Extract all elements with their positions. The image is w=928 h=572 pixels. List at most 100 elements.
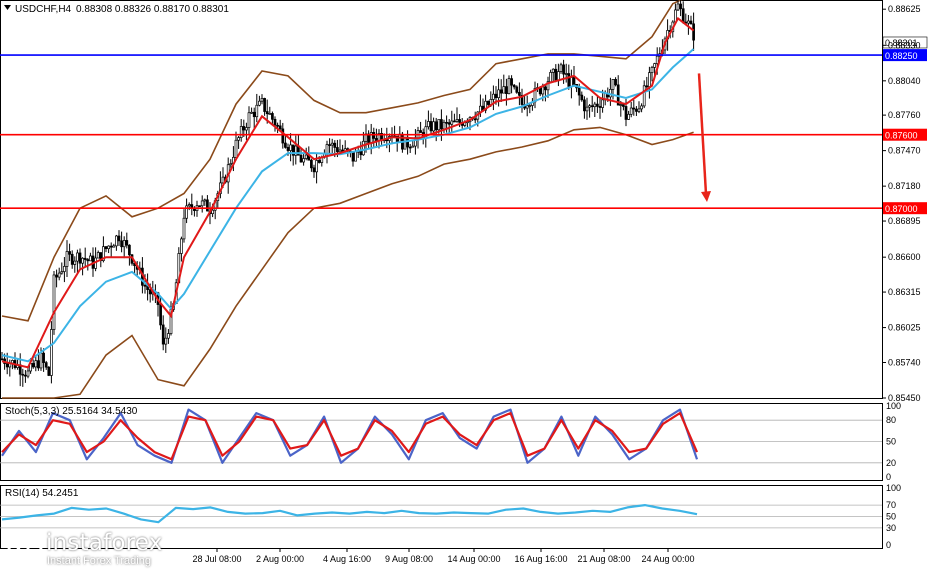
candle-body [96, 252, 100, 259]
price-tick-label: 0.88625 [888, 4, 921, 14]
candle-body [31, 363, 35, 368]
price-panel[interactable] [0, 0, 882, 399]
candle-body [128, 244, 131, 256]
ma-fast-line [1, 16, 695, 369]
candle-body [302, 158, 305, 163]
candle-body [164, 337, 168, 345]
candle-body [336, 147, 339, 153]
level-label-2: 0.87000 [885, 204, 918, 214]
candle-body [637, 108, 641, 112]
candle-body [325, 144, 329, 154]
time-tick-label: 28 Jul 08:00 [192, 554, 241, 564]
candle-body [458, 119, 461, 123]
candle-body [206, 199, 209, 212]
panel-frame-0 [0, 0, 883, 399]
candle-body [564, 73, 568, 75]
candle-body [442, 121, 446, 130]
candle-body [650, 67, 654, 74]
time-tick-label: 24 Aug 00:00 [641, 554, 694, 564]
candle-body [78, 252, 82, 264]
candle-body [512, 84, 516, 88]
candle-body [554, 68, 558, 82]
candle-body [200, 200, 204, 207]
candle-body [159, 304, 162, 326]
candle-body [577, 87, 581, 96]
candle-body [507, 78, 511, 94]
candle-body [310, 159, 313, 169]
candle-body [187, 204, 191, 207]
current-price-tag [882, 36, 928, 49]
candle-body [614, 79, 617, 86]
candle-body [590, 105, 594, 108]
candle-body [629, 107, 633, 115]
stochastic-panel[interactable] [0, 408, 882, 464]
candle-body [125, 240, 129, 246]
candle-body [52, 274, 56, 330]
candle-body [676, 3, 680, 11]
candle-body [263, 98, 266, 112]
candle-body [473, 118, 477, 121]
candle-body [276, 124, 279, 127]
osc-tick-label: 80 [886, 415, 896, 425]
candle-body [622, 104, 625, 107]
candle-body [115, 235, 118, 247]
candle-body [109, 245, 113, 248]
current-price-label: 0.88301 [885, 38, 918, 48]
candle-body [437, 119, 441, 131]
candle-body [291, 144, 295, 156]
candle-body [268, 113, 272, 115]
stoch-title: Stoch(5,3,3) 25.5164 34.5430 [5, 406, 138, 417]
candle-body [273, 118, 277, 126]
price-tick-label: 0.87760 [888, 110, 921, 120]
candle-body [315, 160, 318, 173]
candle-body [525, 105, 529, 109]
instaforex-logo: instaforex Instant Forex Trading [6, 528, 196, 568]
candle-body [559, 64, 563, 72]
candle-body [304, 154, 308, 159]
chart-title: USDCHF,H4 [15, 4, 72, 15]
bollinger-lower-line [2, 126, 694, 399]
candle-body [143, 284, 147, 287]
candle-body [338, 149, 342, 153]
price-tick-label: 0.88040 [888, 76, 921, 86]
candle-body [642, 85, 646, 107]
candle-body [65, 251, 69, 267]
candle-body [551, 68, 555, 73]
time-tick-label: 16 Aug 16:00 [514, 554, 567, 564]
price-tick-label: 0.87180 [888, 181, 921, 191]
candle-body [427, 121, 430, 128]
indicator-titles: USDCHF,H4 0.88308 0.88326 0.88170 0.8830… [4, 4, 229, 499]
candle-body [333, 142, 337, 148]
candle-body [528, 105, 532, 107]
candle-body [55, 274, 58, 278]
candle-body [73, 260, 77, 265]
candle-body [47, 366, 51, 376]
candle-body [640, 105, 643, 110]
candle-body [455, 119, 459, 122]
candle-body [518, 91, 521, 96]
candle-body [42, 352, 45, 363]
candle-body [632, 107, 636, 110]
candle-body [450, 120, 454, 125]
candle-body [359, 150, 363, 156]
osc-series-0 [1, 408, 699, 464]
candle-body [234, 139, 238, 158]
osc-tick-label: 0 [886, 472, 891, 482]
level-tag-2 [883, 202, 927, 215]
candle-body [70, 253, 74, 265]
candle-body [499, 89, 503, 94]
candle-body [486, 100, 490, 105]
osc-tick-label: 20 [886, 458, 896, 468]
candle-body [351, 152, 355, 162]
candle-body [549, 72, 552, 83]
time-tick-label: 2 Aug 00:00 [256, 554, 304, 564]
candle-body [247, 112, 251, 128]
rsi-panel[interactable] [0, 504, 882, 529]
osc-tick-label: 70 [886, 500, 896, 510]
candle-body [492, 93, 495, 100]
candle-body [567, 73, 571, 87]
candle-body [434, 121, 438, 131]
level-tag-0 [883, 49, 927, 62]
osc-tick-label: 50 [886, 512, 896, 522]
